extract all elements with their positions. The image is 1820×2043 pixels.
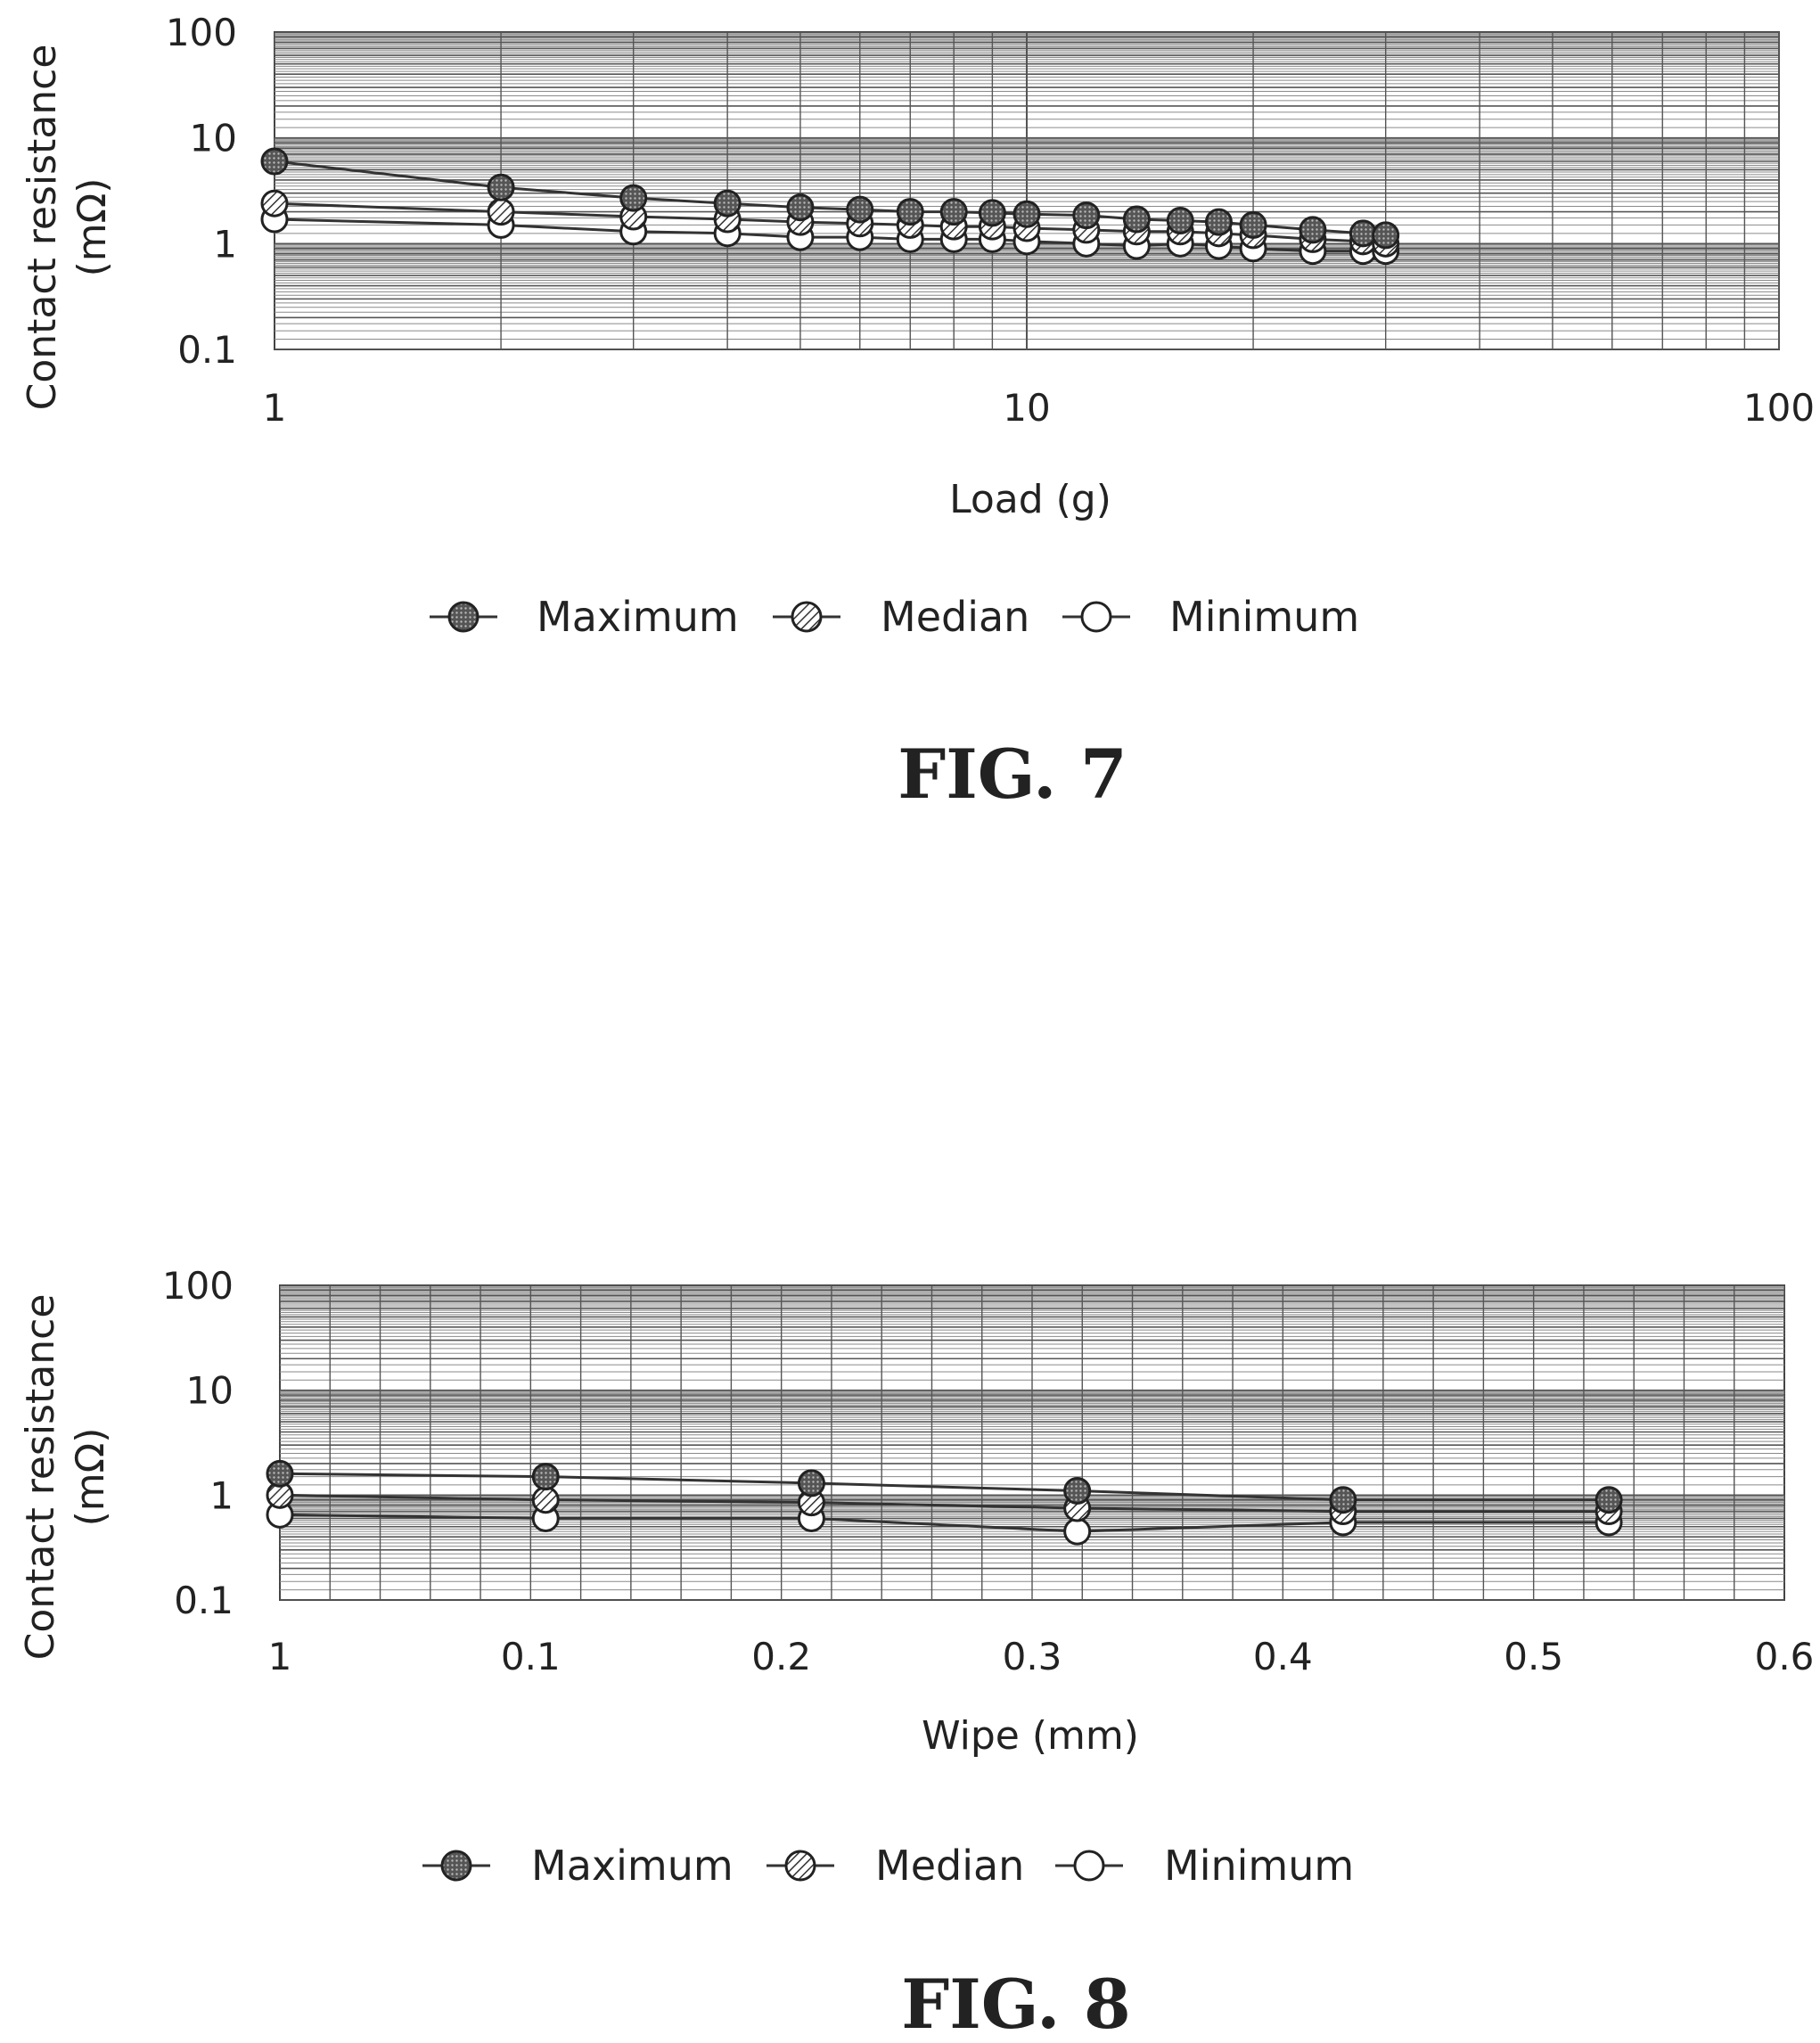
data-point: [784, 1850, 816, 1882]
data-point: [1239, 210, 1267, 239]
x-tick-label: 0.6: [1755, 1635, 1815, 1678]
data-point: [713, 189, 742, 217]
data-point: [447, 601, 480, 633]
legend-item-maximum: Maximum: [422, 1842, 734, 1890]
series-line: [279, 1472, 1610, 1502]
series-maximum: [260, 147, 1400, 250]
y-tick-label: 1: [209, 1473, 234, 1517]
legend-item-median: Median: [767, 1842, 1024, 1890]
data-point: [1349, 219, 1377, 248]
series-line: [279, 1513, 1610, 1533]
legend-label: Maximum: [537, 593, 739, 641]
data-point: [531, 1486, 560, 1514]
x-tick-label: 0.2: [751, 1635, 811, 1678]
data-point: [260, 147, 289, 176]
data-point: [896, 198, 924, 226]
figure-label: FIG. 8: [901, 1965, 1131, 2043]
data-point: [1122, 205, 1151, 234]
data-point: [1012, 200, 1041, 228]
series-line: [279, 1493, 1610, 1514]
legend-item-minimum: Minimum: [1062, 593, 1359, 641]
x-axis-label: Load (g): [949, 477, 1111, 522]
y-axis-label-line-1: Contact resistance: [20, 45, 65, 411]
data-point: [1073, 1850, 1105, 1882]
y-tick-label: 10: [190, 117, 237, 160]
data-point: [1063, 1476, 1092, 1505]
data-point: [978, 199, 1006, 227]
data-point: [531, 1463, 560, 1491]
data-point: [487, 198, 515, 226]
data-point: [939, 198, 968, 226]
data-point: [1372, 221, 1400, 250]
x-axis-label: Wipe (mm): [922, 1713, 1139, 1759]
legend-item-minimum: Minimum: [1055, 1842, 1354, 1890]
y-tick-label: 100: [166, 11, 237, 54]
data-point: [1595, 1486, 1623, 1514]
data-point: [1204, 208, 1233, 236]
legend-label: Minimum: [1169, 593, 1359, 641]
y-tick-label: 0.1: [177, 328, 237, 372]
data-point: [1329, 1486, 1357, 1514]
data-point: [619, 184, 648, 212]
x-tick-label: 0.1: [501, 1635, 561, 1678]
data-point: [797, 1469, 825, 1497]
y-axis-label-line-2: (mΩ): [70, 178, 115, 277]
legend-label: Maximum: [531, 1842, 734, 1890]
data-point: [1063, 1517, 1092, 1546]
data-point: [440, 1850, 472, 1882]
data-point: [786, 193, 815, 222]
y-tick-label: 100: [162, 1264, 234, 1308]
data-point: [260, 189, 289, 217]
x-tick-label: 0.4: [1253, 1635, 1313, 1678]
legend-item-median: Median: [773, 593, 1029, 641]
legend-label: Median: [875, 1842, 1024, 1890]
x-tick-label: 1: [268, 1635, 292, 1678]
data-point: [791, 601, 823, 633]
x-tick-label: 0.3: [1003, 1635, 1062, 1678]
x-tick-label: 0.5: [1504, 1635, 1563, 1678]
y-tick-label: 10: [186, 1369, 234, 1413]
data-point: [266, 1459, 294, 1488]
data-point: [1080, 601, 1112, 633]
data-point: [1299, 216, 1327, 244]
y-tick-label: 0.1: [174, 1579, 234, 1622]
figure-label: FIG. 7: [898, 734, 1127, 814]
series-maximum: [266, 1459, 1623, 1514]
data-point: [1166, 207, 1194, 235]
y-axis-label-line-1: Contact resistance: [18, 1294, 63, 1661]
fig8-chart: 0.1 1 10 100 1 0.1 0.2 0.3 0.4 0.5 0.6 Contact res…: [18, 1264, 1815, 2043]
legend-item-maximum: Maximum: [430, 593, 739, 641]
x-tick-label: 1: [263, 386, 287, 430]
x-tick-label: 10: [1003, 386, 1050, 430]
y-tick-label: 1: [213, 222, 237, 266]
y-axis-label-line-2: (mΩ): [68, 1428, 113, 1527]
data-point: [846, 195, 874, 224]
data-point: [1072, 201, 1101, 230]
legend-label: Median: [881, 593, 1029, 641]
legend-label: Minimum: [1164, 1842, 1354, 1890]
x-tick-label: 100: [1743, 386, 1815, 430]
data-point: [487, 173, 515, 201]
